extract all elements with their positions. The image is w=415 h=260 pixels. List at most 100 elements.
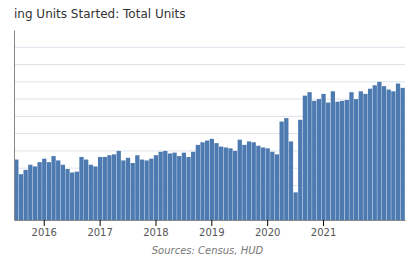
bar	[135, 155, 139, 220]
bar	[191, 152, 195, 220]
bar	[186, 157, 190, 220]
x-tick: 2018	[143, 220, 168, 238]
x-tick: 2020	[255, 220, 280, 238]
bar	[312, 101, 316, 220]
bar	[98, 157, 102, 220]
bar	[93, 166, 97, 220]
grid-line	[14, 64, 405, 65]
chart: 2016 2017 2018 2019 2020 2021 ing Units Starte…	[0, 0, 415, 260]
x-tick-mark	[211, 220, 212, 226]
plot: 2016 2017 2018 2019 2020 2021	[14, 31, 406, 239]
bar	[182, 153, 186, 220]
bar	[56, 160, 60, 220]
bar	[224, 147, 228, 220]
bar	[42, 159, 46, 220]
bar	[200, 142, 204, 220]
bar	[140, 160, 144, 220]
bar	[252, 142, 256, 220]
x-tick: 2017	[87, 220, 112, 238]
bar	[107, 155, 111, 220]
bar	[321, 94, 325, 220]
bar	[391, 91, 395, 220]
bar	[103, 157, 107, 220]
bar	[373, 85, 377, 220]
bar	[75, 172, 79, 220]
x-tick-mark	[267, 220, 268, 226]
bar	[228, 148, 232, 220]
bar	[214, 143, 218, 220]
grid-line	[14, 47, 405, 48]
bar	[37, 162, 41, 220]
bars	[14, 82, 405, 220]
x-tick-mark	[100, 220, 101, 226]
bar	[210, 139, 214, 220]
bar	[331, 91, 335, 220]
x-tick-mark	[155, 220, 156, 226]
bar	[266, 148, 270, 220]
bar	[349, 92, 353, 220]
bar	[280, 122, 284, 220]
x-tick: 2016	[32, 220, 57, 238]
bar	[205, 141, 209, 220]
bar	[345, 100, 349, 220]
grid-line	[14, 81, 405, 82]
bar	[377, 82, 381, 220]
bar	[117, 151, 121, 220]
bar	[317, 99, 321, 220]
bar	[177, 156, 181, 220]
bar	[145, 160, 149, 220]
bar	[65, 169, 69, 220]
bar	[307, 92, 311, 220]
bar	[242, 145, 246, 220]
bar	[396, 84, 400, 220]
x-tick-label: 2016	[32, 227, 57, 238]
title: ing Units Started: Total Units	[14, 7, 186, 21]
bar	[293, 192, 297, 220]
bar	[284, 118, 288, 220]
x-tick-label: 2017	[87, 227, 112, 238]
bar	[270, 152, 274, 220]
x-axis: 2016 2017 2018 2019 2020 2021	[15, 220, 406, 238]
bar	[354, 99, 358, 220]
bar	[131, 163, 135, 220]
bar	[275, 154, 279, 220]
bar	[340, 101, 344, 220]
bar	[401, 88, 405, 220]
bar	[233, 151, 237, 220]
bar	[79, 157, 83, 220]
bar	[335, 102, 339, 220]
bar	[382, 86, 386, 220]
bar	[121, 160, 125, 220]
x-axis-line	[15, 220, 406, 221]
bar	[359, 91, 363, 220]
bar	[261, 147, 265, 220]
bar	[84, 160, 88, 220]
bar	[126, 158, 130, 220]
y-axis	[14, 31, 15, 221]
bar	[196, 145, 200, 220]
x-tick-label: 2019	[199, 227, 224, 238]
bar	[89, 165, 93, 220]
bar	[298, 120, 302, 220]
bar	[387, 90, 391, 220]
x-tick: 2019	[199, 220, 224, 238]
x-tick-mark	[323, 220, 324, 226]
bar	[219, 147, 223, 220]
bar	[28, 165, 32, 220]
bar	[256, 146, 260, 220]
bar	[238, 140, 242, 220]
bar	[70, 173, 74, 221]
bar	[326, 103, 330, 220]
bar	[168, 154, 172, 221]
annotation: Sources: Census, HUD	[152, 245, 264, 256]
bar	[163, 151, 167, 220]
bar	[33, 166, 37, 220]
bar	[368, 89, 372, 220]
x-tick-label: 2021	[311, 227, 336, 238]
x-tick-label: 2020	[255, 227, 280, 238]
bar	[247, 141, 251, 220]
bar	[112, 154, 116, 220]
bar	[47, 162, 51, 220]
bar	[172, 153, 176, 220]
bar	[51, 156, 55, 220]
